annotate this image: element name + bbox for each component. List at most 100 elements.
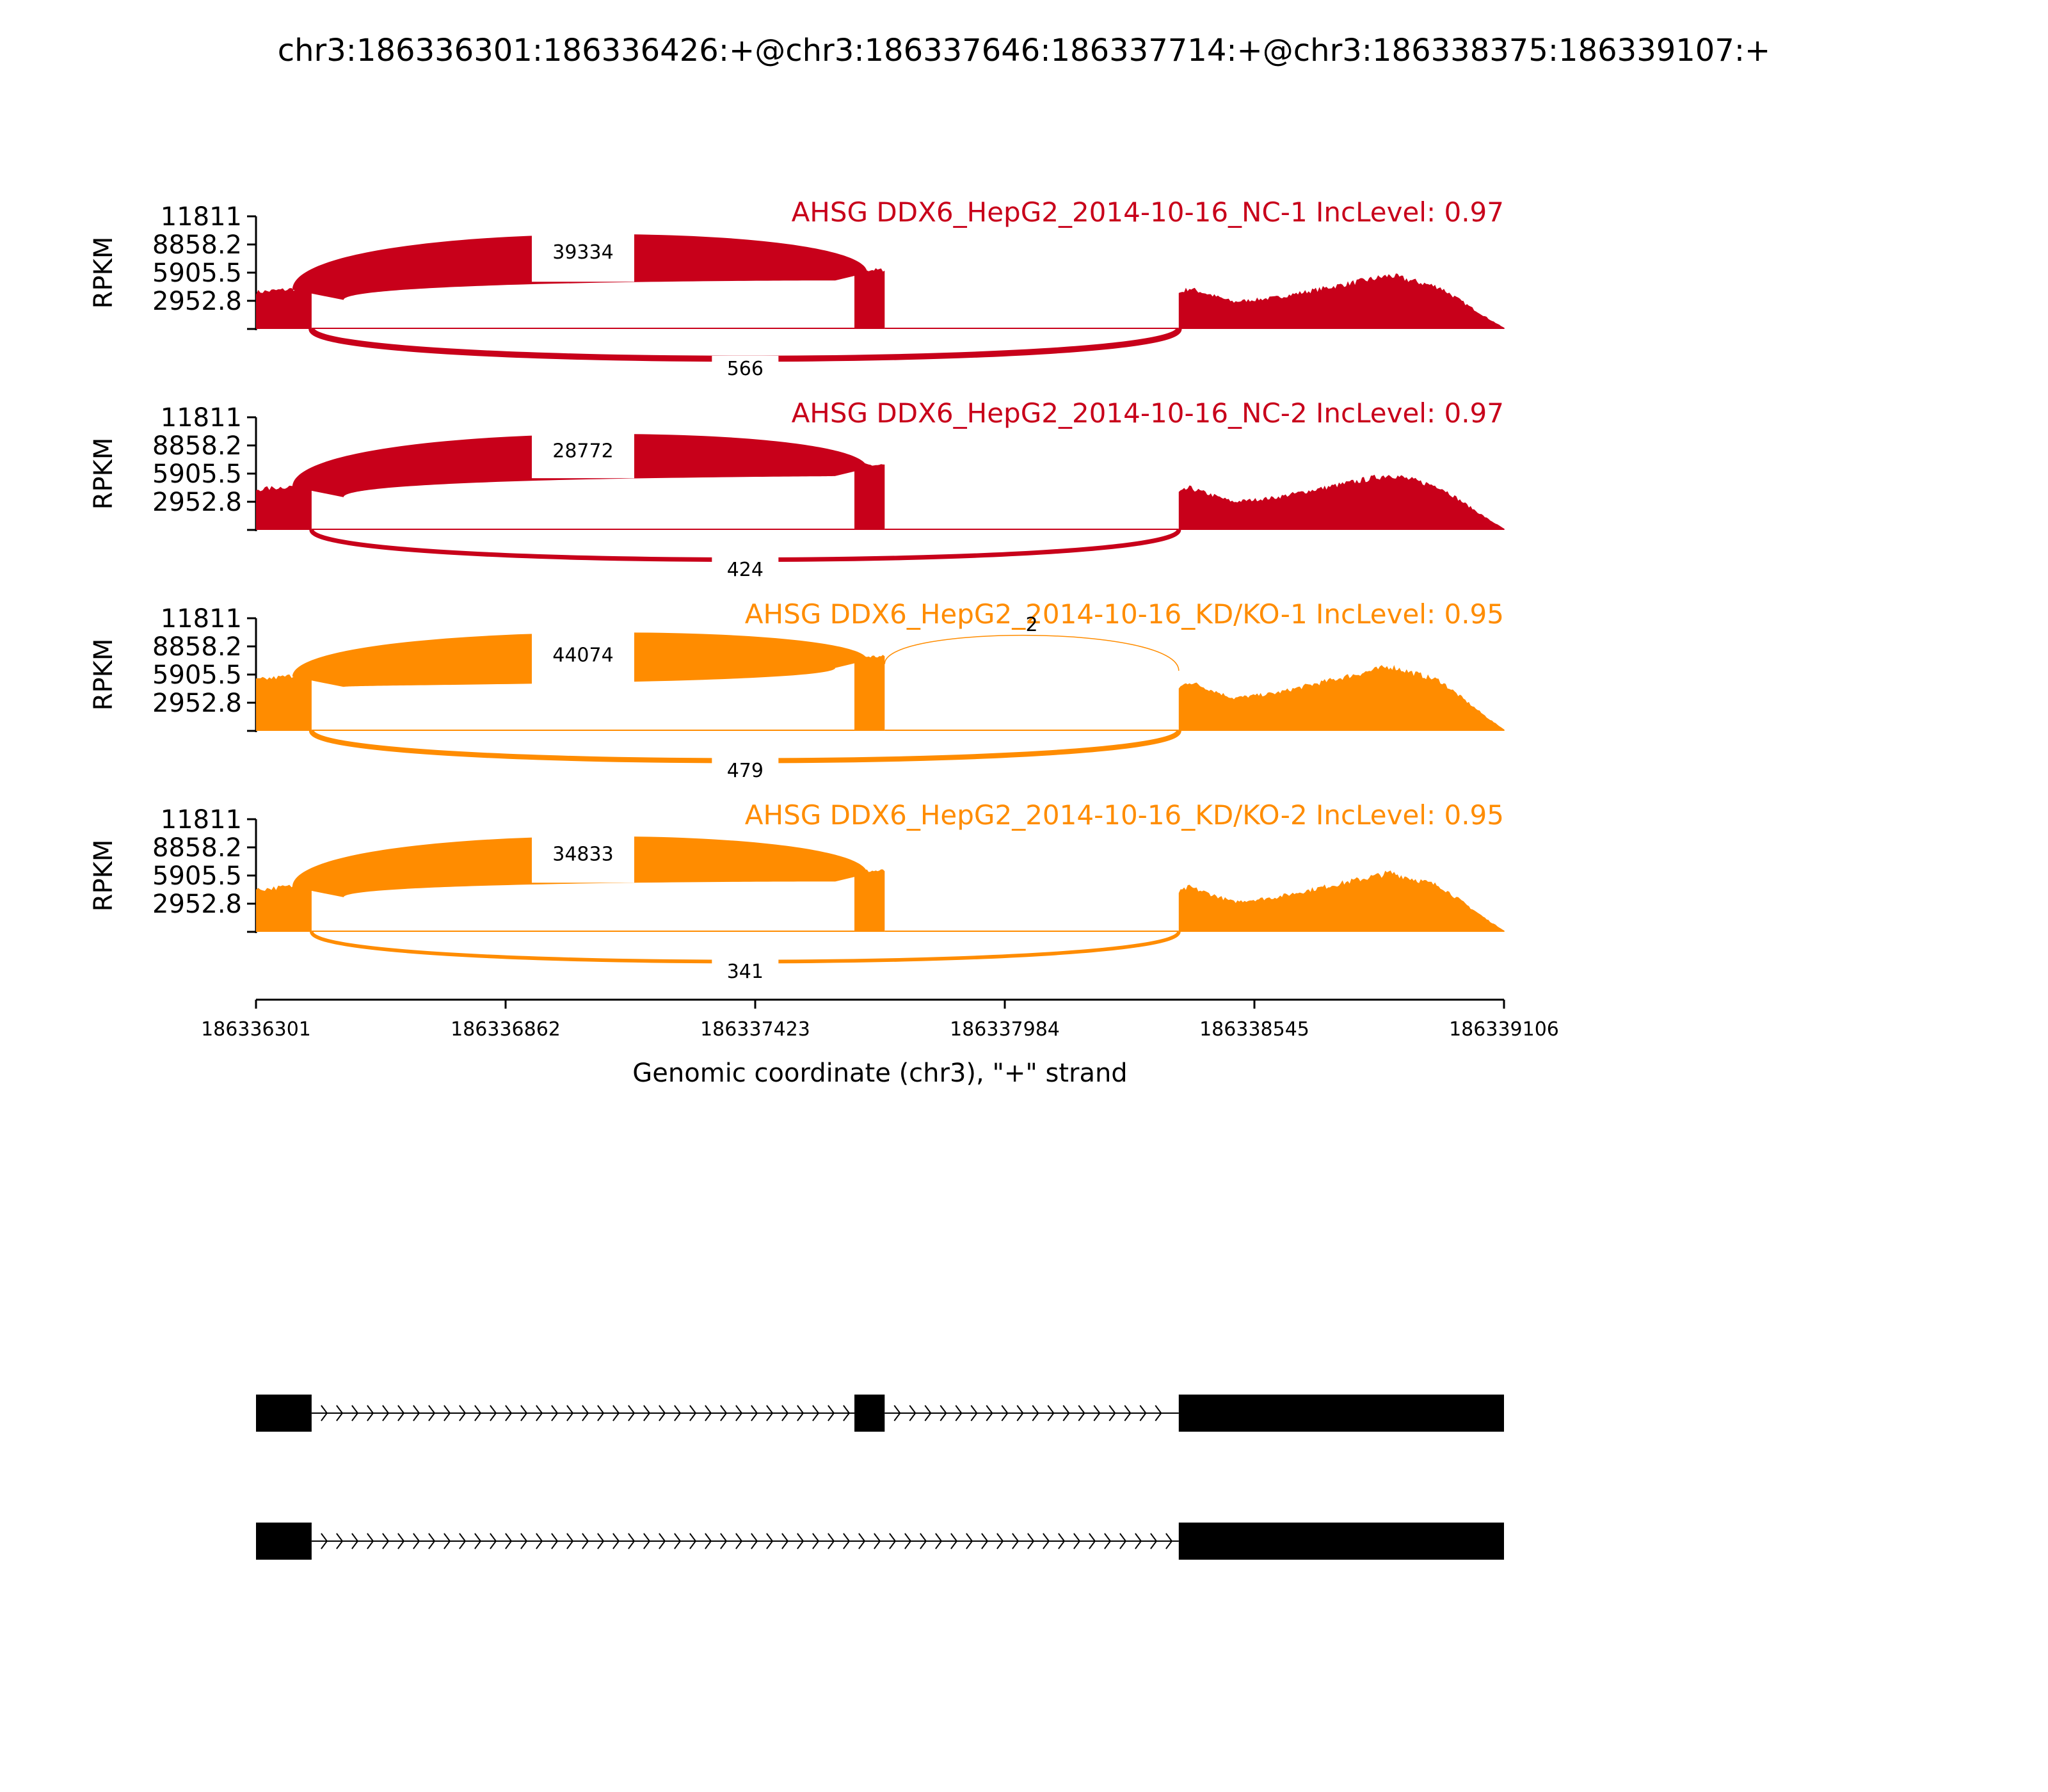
strand-arrow-icon (797, 1405, 804, 1421)
strand-arrow-icon (909, 1405, 916, 1421)
junction-label-box (531, 223, 634, 282)
y-tick-label: 5905.5 (152, 660, 242, 690)
strand-arrow-icon (924, 1405, 932, 1421)
y-tick-label: 11811 (161, 202, 242, 232)
coverage-area-exon-3 (1178, 665, 1505, 731)
sample-label: AHSG DDX6_HepG2_2014-10-16_NC-2 IncLevel… (792, 397, 1504, 429)
coverage-area-exon-3 (1178, 474, 1505, 530)
strand-arrow-icon (536, 1533, 543, 1549)
x-tick-label: 186339106 (1449, 1018, 1559, 1041)
strand-arrow-icon (1108, 1405, 1116, 1421)
strand-arrow-icon (1078, 1405, 1085, 1421)
sample-label: AHSG DDX6_HepG2_2014-10-16_KD/KO-1 IncLe… (745, 598, 1504, 630)
strand-arrow-icon (874, 1533, 881, 1549)
y-tick-label: 2952.8 (152, 287, 242, 316)
x-tick-label: 186337423 (700, 1018, 810, 1041)
isoform-1 (256, 1395, 1504, 1432)
strand-arrow-icon (966, 1533, 973, 1549)
junction-label-box (712, 758, 779, 783)
y-tick-label: 2952.8 (152, 488, 242, 517)
y-tick-label: 2952.8 (152, 689, 242, 718)
strand-arrow-icon (413, 1405, 420, 1421)
strand-arrow-icon (940, 1405, 947, 1421)
coverage-area-exon-2 (854, 869, 885, 932)
strand-arrow-icon (1119, 1533, 1127, 1549)
strand-arrow-icon (1012, 1533, 1020, 1549)
strand-arrow-icon (904, 1533, 912, 1549)
strand-arrow-icon (628, 1533, 636, 1549)
strand-arrow-icon (674, 1533, 682, 1549)
strand-arrow-icon (428, 1533, 436, 1549)
y-axis-label: RPKM (89, 438, 118, 510)
strand-arrow-icon (474, 1533, 482, 1549)
junction-count-label: 566 (727, 358, 764, 380)
strand-arrow-icon (490, 1533, 497, 1549)
strand-arrow-icon (705, 1533, 712, 1549)
strand-arrow-icon (689, 1533, 697, 1549)
y-axis-label: RPKM (89, 639, 118, 711)
strand-arrow-icon (1124, 1405, 1132, 1421)
x-axis-label: Genomic coordinate (chr3), "+" strand (632, 1059, 1127, 1088)
strand-arrow-icon (843, 1533, 851, 1549)
strand-arrow-icon (797, 1533, 804, 1549)
strand-arrow-icon (1047, 1405, 1055, 1421)
junction-label-box (531, 826, 634, 883)
strand-arrow-icon (705, 1405, 712, 1421)
strand-arrow-icon (321, 1533, 328, 1549)
strand-arrow-icon (397, 1533, 405, 1549)
strand-arrow-icon (1150, 1533, 1158, 1549)
isoform-exon (854, 1395, 885, 1432)
strand-arrow-icon (781, 1533, 789, 1549)
strand-arrow-icon (520, 1405, 528, 1421)
strand-arrow-icon (505, 1533, 513, 1549)
junction-count-label: 479 (727, 760, 764, 782)
strand-arrow-icon (1027, 1533, 1035, 1549)
strand-arrow-icon (981, 1533, 989, 1549)
strand-arrow-icon (536, 1405, 543, 1421)
strand-arrow-icon (828, 1405, 835, 1421)
y-tick-label: 11811 (161, 403, 242, 433)
strand-arrow-icon (828, 1533, 835, 1549)
strand-arrow-icon (970, 1405, 978, 1421)
y-tick-label: 8858.2 (152, 230, 242, 260)
strand-arrow-icon (520, 1533, 528, 1549)
junction-count-label: 341 (727, 961, 764, 983)
strand-arrow-icon (751, 1533, 758, 1549)
strand-arrow-icon (643, 1405, 651, 1421)
strand-arrow-icon (367, 1405, 374, 1421)
x-tick-label: 186337984 (950, 1018, 1060, 1041)
isoform-exon (1178, 1523, 1504, 1560)
strand-arrow-icon (582, 1533, 589, 1549)
strand-arrow-icon (336, 1405, 344, 1421)
strand-arrow-icon (1073, 1533, 1081, 1549)
strand-arrow-icon (505, 1405, 513, 1421)
strand-arrow-icon (935, 1533, 943, 1549)
strand-arrow-icon (1104, 1533, 1112, 1549)
strand-arrow-icon (720, 1405, 728, 1421)
strand-arrow-icon (597, 1533, 605, 1549)
strand-arrow-icon (659, 1405, 666, 1421)
y-axis-label: RPKM (89, 237, 118, 309)
junction-label-box (531, 424, 634, 479)
coverage-area-exon-1 (256, 285, 312, 329)
strand-arrow-icon (612, 1533, 620, 1549)
strand-arrow-icon (612, 1405, 620, 1421)
strand-arrow-icon (766, 1405, 774, 1421)
strand-arrow-icon (428, 1405, 436, 1421)
strand-arrow-icon (1058, 1533, 1066, 1549)
strand-arrow-icon (582, 1405, 589, 1421)
strand-arrow-icon (996, 1533, 1004, 1549)
coverage-area-exon-2 (854, 655, 885, 731)
strand-arrow-icon (659, 1533, 666, 1549)
strand-arrow-icon (920, 1533, 927, 1549)
junction-arc-inclusion-downstream (884, 634, 1180, 671)
y-tick-label: 2952.8 (152, 890, 242, 919)
strand-arrow-icon (413, 1533, 420, 1549)
junction-count-label: 44074 (552, 644, 613, 667)
strand-arrow-icon (1093, 1405, 1101, 1421)
strand-arrow-icon (490, 1405, 497, 1421)
strand-arrow-icon (1001, 1405, 1009, 1421)
